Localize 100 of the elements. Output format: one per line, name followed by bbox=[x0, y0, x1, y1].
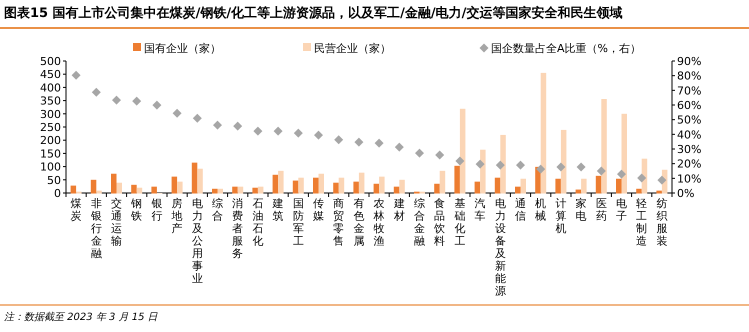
point bbox=[374, 138, 384, 148]
x-tick-label: 银行 bbox=[150, 197, 162, 222]
bar bbox=[555, 178, 561, 194]
x-tick-label: 食品饮料 bbox=[433, 197, 446, 248]
bar bbox=[313, 178, 318, 194]
bar bbox=[70, 186, 76, 194]
x-tick-label: 纺织服装 bbox=[656, 197, 668, 248]
bar bbox=[333, 182, 339, 194]
bar bbox=[318, 174, 324, 194]
text: 注：数据截至 2023 年 3 月 15 日 bbox=[4, 311, 159, 323]
x-tick-label: 电力及公用事业 bbox=[192, 197, 203, 285]
bar bbox=[232, 186, 238, 194]
x-tick-label: 房地产 bbox=[170, 197, 183, 235]
point bbox=[132, 96, 142, 106]
bar bbox=[596, 176, 602, 194]
x-tick-label: 医药 bbox=[596, 197, 607, 222]
bar bbox=[136, 188, 142, 194]
bar bbox=[197, 168, 203, 194]
bar bbox=[494, 178, 500, 194]
bar bbox=[576, 190, 582, 194]
point bbox=[596, 166, 606, 176]
point bbox=[476, 160, 485, 169]
bar bbox=[177, 182, 183, 194]
x-tick-label: 综合金融 bbox=[414, 197, 425, 248]
y2-tick-label: 40% bbox=[677, 128, 702, 142]
x-tick-label: 农林牧渔 bbox=[372, 197, 385, 248]
point bbox=[152, 100, 162, 110]
bar bbox=[480, 150, 486, 194]
point bbox=[394, 142, 404, 152]
bar bbox=[96, 190, 102, 194]
y2-tick-label: 20% bbox=[677, 158, 702, 171]
bar bbox=[358, 172, 364, 194]
y2-tick-label: 10% bbox=[677, 172, 702, 186]
x-tick-label: 消费者服务 bbox=[232, 197, 244, 260]
bar bbox=[515, 186, 520, 194]
point bbox=[435, 150, 444, 160]
y-tick-label: 150 bbox=[40, 147, 61, 160]
bar bbox=[656, 190, 662, 194]
bar bbox=[440, 170, 446, 194]
bar bbox=[500, 134, 506, 194]
point bbox=[112, 96, 121, 105]
y2-tick-label: 90% bbox=[677, 55, 702, 68]
point bbox=[294, 128, 303, 138]
x-tick-label: 商贸零售 bbox=[333, 197, 344, 248]
point bbox=[354, 138, 364, 147]
x-tick-label: 建筑 bbox=[272, 197, 284, 222]
bar bbox=[292, 180, 298, 194]
x-tick-label: 汽车 bbox=[474, 197, 486, 222]
bar bbox=[338, 178, 344, 194]
bar bbox=[374, 184, 380, 194]
x-tick-label: 国防军工 bbox=[292, 197, 304, 248]
bar bbox=[434, 184, 440, 194]
x-tick-label: 电子 bbox=[616, 197, 627, 222]
point bbox=[172, 108, 182, 118]
point bbox=[617, 170, 626, 179]
bar bbox=[474, 182, 480, 194]
point bbox=[274, 126, 283, 136]
y2-tick-label: 60% bbox=[677, 99, 702, 112]
bar bbox=[581, 178, 587, 194]
bar bbox=[520, 178, 526, 194]
x-tick-label: 传媒 bbox=[313, 197, 324, 222]
bar bbox=[353, 182, 359, 194]
point bbox=[192, 114, 202, 123]
y-tick-label: 500 bbox=[40, 55, 61, 68]
point bbox=[637, 174, 646, 183]
x-tick-label: 机械 bbox=[535, 197, 546, 222]
point bbox=[334, 135, 344, 144]
bar bbox=[454, 166, 460, 194]
x-tick-label: 交通运输 bbox=[111, 197, 122, 248]
bar bbox=[399, 180, 405, 194]
bar bbox=[601, 99, 607, 194]
bar bbox=[218, 188, 223, 194]
legend-label: 民营企业（家） bbox=[314, 42, 391, 55]
x-tick-label: 钢铁 bbox=[130, 197, 142, 222]
point bbox=[72, 70, 81, 80]
y-tick-label: 450 bbox=[40, 68, 61, 82]
chart-title: 图表15 国有上市公司集中在煤炭/钢铁/化工等上游资源品，以及军工/金融/电力/交运等国家安全和民生领域 bbox=[4, 5, 622, 21]
point bbox=[253, 126, 262, 136]
bar bbox=[298, 178, 304, 194]
bar bbox=[90, 180, 96, 194]
bar bbox=[622, 114, 627, 194]
y-tick-label: 100 bbox=[40, 160, 61, 174]
bar bbox=[238, 186, 244, 194]
x-tick-label: 轻工制造 bbox=[636, 197, 648, 248]
bar bbox=[172, 176, 178, 194]
y2-tick-label: 0% bbox=[677, 187, 694, 200]
bar bbox=[460, 108, 466, 194]
bar bbox=[212, 188, 218, 194]
bar bbox=[258, 186, 264, 194]
bar bbox=[252, 188, 258, 194]
point bbox=[576, 162, 586, 172]
y-tick-label: 350 bbox=[40, 94, 61, 108]
legend-label: 国企数量占全A比重（%，右） bbox=[491, 42, 641, 55]
y-tick-label: 0 bbox=[54, 187, 61, 200]
bar bbox=[394, 186, 400, 194]
bar bbox=[540, 72, 546, 194]
point bbox=[455, 156, 464, 166]
point bbox=[496, 160, 505, 170]
y2-tick-label: 50% bbox=[677, 114, 702, 127]
y-tick-label: 200 bbox=[40, 134, 61, 148]
